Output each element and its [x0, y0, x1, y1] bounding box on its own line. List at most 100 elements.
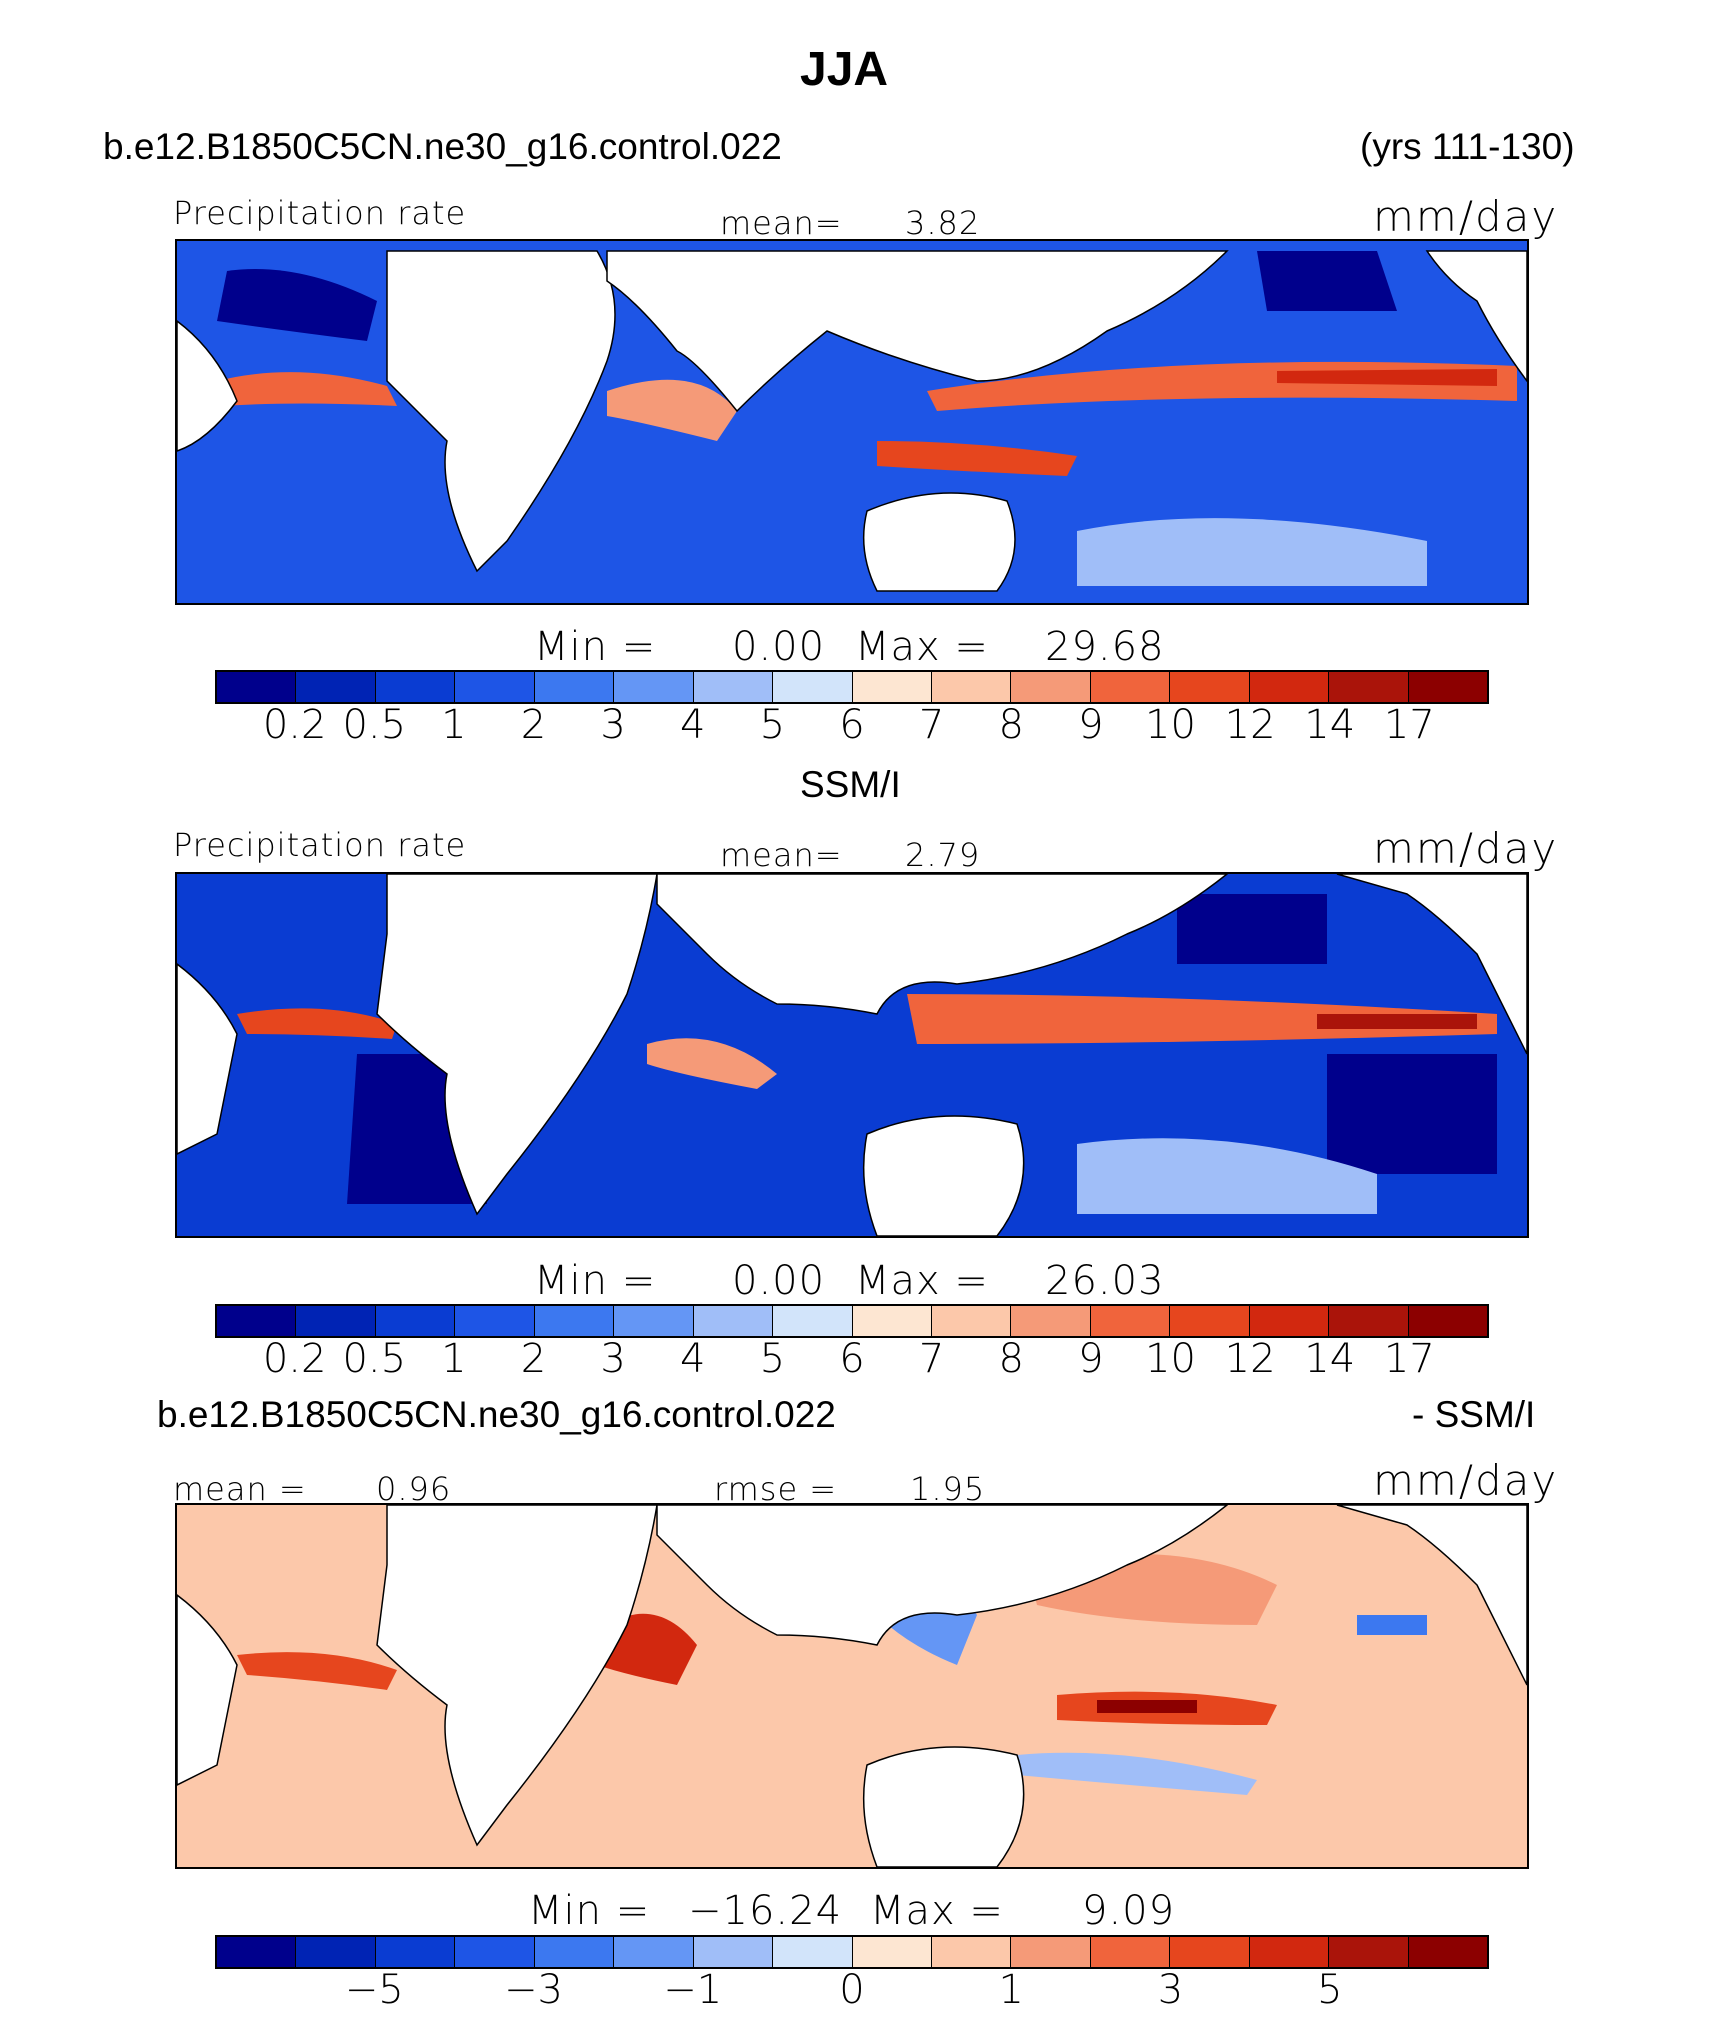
years-range: (yrs 111-130) — [1360, 126, 1575, 167]
colorbar-swatch — [852, 1937, 932, 1967]
panel3-rmse-label: rmse = — [714, 1470, 838, 1508]
panel1-max-label: Max = — [855, 624, 989, 670]
colorbar-swatch — [1329, 672, 1409, 702]
colorbar-swatch — [1090, 1306, 1171, 1336]
colorbar-tick-label: 4 — [680, 702, 706, 748]
colorbar-swatch — [455, 1306, 535, 1336]
colorbar-swatch — [693, 1937, 774, 1967]
land-africa — [386, 250, 616, 573]
colorbar-tick-label: 17 — [1383, 1336, 1435, 1382]
colorbar-swatch — [773, 672, 853, 702]
panel1-colorbar-ticks: 0.2 0.5 1 2 3 4 5 6 7 8 9 10 12 14 17 — [215, 702, 1489, 752]
pacific-core — [1097, 1700, 1197, 1713]
panel2-colorbar — [215, 1304, 1489, 1338]
colorbar-tick-label: −5 — [344, 1967, 404, 2013]
land-americas — [1336, 1505, 1527, 1686]
panel1-map-field — [177, 241, 1527, 603]
panel1-map — [175, 239, 1529, 605]
panel3-colorbar-ticks: −5 −3 −1 0 1 3 5 — [215, 1967, 1489, 2017]
colorbar-swatch — [1249, 672, 1330, 702]
colorbar-swatch — [614, 1306, 694, 1336]
panel3-max-value: 9.09 — [1082, 1888, 1176, 1934]
land-africa — [376, 1505, 658, 1847]
panel1-mean-label: mean= — [720, 204, 843, 242]
colorbar-tick-label: 17 — [1383, 702, 1435, 748]
panel3-max-label: Max = — [870, 1888, 1004, 1934]
colorbar-tick-label: 12 — [1224, 702, 1276, 748]
colorbar-tick-label: 0.5 — [342, 1336, 407, 1382]
land-africa — [376, 874, 658, 1216]
case-name: b.e12.B1850C5CN.ne30_g16.control.022 — [103, 126, 782, 167]
subtropic-dry-2 — [1257, 251, 1397, 311]
panel2-max-label: Max = — [855, 1258, 989, 1304]
diff-case-name: b.e12.B1850C5CN.ne30_g16.control.022 — [157, 1394, 836, 1435]
colorbar-swatch — [296, 1306, 376, 1336]
panel3-rmse-value: 1.95 — [910, 1470, 986, 1508]
colorbar-tick-label: 9 — [1078, 1336, 1104, 1382]
land-asia — [656, 1505, 1229, 1646]
south-pacific-light — [1077, 518, 1427, 586]
colorbar-tick-label: 8 — [998, 1336, 1024, 1382]
diff-suffix: - SSM/I — [1412, 1394, 1536, 1435]
colorbar-tick-label: 3 — [1157, 1967, 1184, 2013]
panel1-colorbar — [215, 670, 1489, 704]
colorbar-swatch — [375, 1937, 456, 1967]
land-australia — [862, 1115, 1025, 1236]
colorbar-tick-label: 1 — [441, 1336, 467, 1382]
panel3-mean-label: mean = — [173, 1470, 307, 1508]
spcz — [877, 441, 1077, 476]
colorbar-swatch — [375, 1306, 456, 1336]
panel1-min-label: Min = — [534, 624, 657, 670]
colorbar-swatch — [534, 1306, 615, 1336]
colorbar-tick-label: 8 — [998, 702, 1024, 748]
land-australia — [862, 492, 1016, 592]
colorbar-swatch — [217, 1306, 297, 1336]
colorbar-tick-label: 5 — [1317, 1967, 1343, 2013]
subtropic-dry-3 — [1177, 894, 1327, 964]
colorbar-tick-label: 2 — [520, 1336, 547, 1382]
panel1-variable-label: Precipitation rate — [173, 194, 467, 232]
atlantic-positive — [237, 1652, 397, 1690]
panel1-mean-value: 3.82 — [905, 204, 981, 242]
colorbar-swatch — [1408, 1306, 1487, 1336]
panel3-min-label: Min = — [528, 1888, 651, 1934]
colorbar-swatch — [931, 1306, 1012, 1336]
land-americas — [1425, 250, 1527, 383]
itcz-atlantic — [237, 1008, 397, 1039]
east-pacific-negative — [1357, 1615, 1427, 1635]
colorbar-tick-label: −3 — [504, 1967, 563, 2013]
panel2-units: mm/day — [1373, 824, 1559, 873]
land-asia — [606, 250, 1229, 413]
colorbar-tick-label: 0.2 — [262, 702, 327, 748]
colorbar-swatch — [1170, 1306, 1250, 1336]
panel2-mean-value: 2.79 — [905, 836, 981, 874]
colorbar-tick-label: 6 — [839, 1336, 865, 1382]
colorbar-swatch — [852, 672, 932, 702]
land-south-america — [177, 1594, 238, 1786]
colorbar-swatch — [1408, 672, 1487, 702]
figure-title: JJA — [800, 43, 889, 96]
colorbar-tick-label: 9 — [1078, 702, 1104, 748]
colorbar-tick-label: 10 — [1145, 1336, 1196, 1382]
colorbar-swatch — [693, 1306, 774, 1336]
colorbar-swatch — [852, 1306, 932, 1336]
colorbar-swatch — [534, 1937, 615, 1967]
subtropic-dry-2 — [1327, 1054, 1497, 1174]
colorbar-swatch — [1170, 1937, 1250, 1967]
colorbar-swatch — [455, 672, 535, 702]
colorbar-swatch — [773, 1937, 853, 1967]
panel3-mean-value: 0.96 — [376, 1470, 452, 1508]
colorbar-tick-label: 0.2 — [262, 1336, 327, 1382]
panel3-colorbar — [215, 1935, 1489, 1969]
colorbar-swatch — [1249, 1937, 1330, 1967]
south-negative-band — [1017, 1752, 1257, 1795]
colorbar-tick-label: 3 — [600, 702, 626, 748]
pacific-core — [1277, 369, 1497, 386]
colorbar-tick-label: −1 — [663, 1967, 723, 2013]
colorbar-swatch — [1011, 1937, 1091, 1967]
colorbar-swatch — [931, 1937, 1012, 1967]
subtropic-dry-1 — [217, 269, 377, 341]
obs-title: SSM/I — [800, 764, 901, 805]
colorbar-tick-label: 0.5 — [342, 702, 407, 748]
colorbar-tick-label: 7 — [918, 1336, 945, 1382]
